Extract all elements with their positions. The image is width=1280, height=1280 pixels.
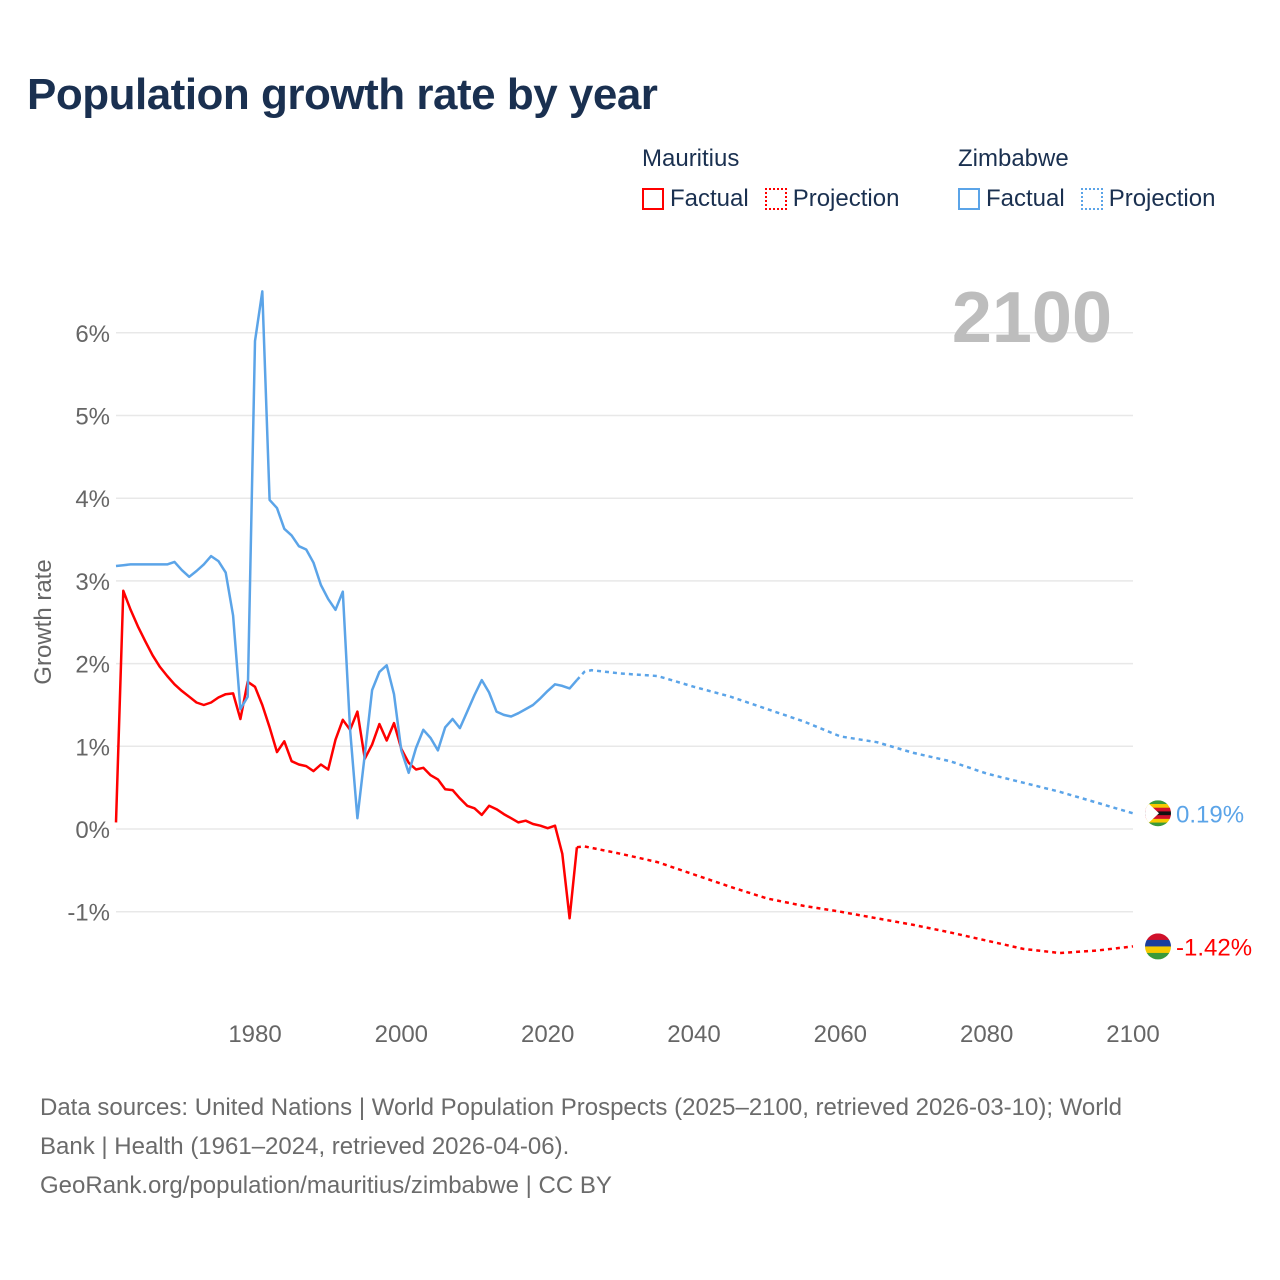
x-tick-label: 2020 xyxy=(521,1021,574,1048)
y-axis-label: Growth rate xyxy=(30,559,57,684)
zimbabwe-factual-line xyxy=(115,290,578,820)
x-tick-label: 2080 xyxy=(960,1021,1013,1048)
mauritius-factual-line xyxy=(114,589,579,920)
source-line: Data sources: United Nations | World Pop… xyxy=(40,1094,1122,1121)
x-tick-label: 2000 xyxy=(375,1021,428,1048)
y-tick-label: 6% xyxy=(75,321,110,348)
mauritius-end-label: -1.42% xyxy=(1176,934,1252,961)
dotted-swatch-icon xyxy=(764,188,787,210)
x-tick-label: 2040 xyxy=(667,1021,720,1048)
legend-label: Projection xyxy=(1108,185,1216,212)
legend-label: Factual xyxy=(986,185,1065,212)
y-tick-label: -1% xyxy=(67,900,110,927)
mauritius-flag-icon xyxy=(1145,933,1171,960)
legend-zimbabwe-projection[interactable]: Projection xyxy=(1080,185,1216,213)
y-tick-label: 0% xyxy=(75,817,110,844)
y-tick-label: 1% xyxy=(75,734,110,761)
legend-label: Factual xyxy=(670,185,749,212)
solid-swatch-icon xyxy=(958,188,980,210)
zimbabwe-end-label: 0.19% xyxy=(1176,801,1244,828)
legend-zimbabwe: Zimbabwe Factual Projection xyxy=(958,145,1215,213)
source-line: Bank | Health (1961–2024, retrieved 2026… xyxy=(40,1133,570,1160)
mauritius-projection-line xyxy=(576,845,1134,955)
zimbabwe-projection-line xyxy=(575,668,1134,815)
legend-country-name: Zimbabwe xyxy=(958,145,1069,172)
y-tick-label: 4% xyxy=(75,486,110,513)
x-tick-label: 2100 xyxy=(1106,1021,1159,1048)
legend-mauritius-projection[interactable]: Projection xyxy=(764,185,900,213)
year-watermark: 2100 xyxy=(952,278,1112,358)
legend-mauritius: Mauritius Factual Projection xyxy=(642,145,899,213)
y-tick-label: 3% xyxy=(75,569,110,596)
chart-title: Population growth rate by year xyxy=(27,70,658,119)
x-tick-label: 1980 xyxy=(228,1021,281,1048)
source-link[interactable]: GeoRank.org/population/mauritius/zimbabw… xyxy=(40,1172,612,1199)
dotted-swatch-icon xyxy=(1080,188,1103,210)
legend-mauritius-factual[interactable]: Factual xyxy=(642,185,749,213)
solid-swatch-icon xyxy=(642,188,664,210)
legend-label: Projection xyxy=(792,185,900,212)
source-note: Data sources: United Nations | World Pop… xyxy=(40,1088,1240,1205)
legend-country-name: Mauritius xyxy=(642,145,740,172)
y-tick-label: 5% xyxy=(75,404,110,431)
legend-zimbabwe-factual[interactable]: Factual xyxy=(958,185,1065,213)
x-tick-label: 2060 xyxy=(814,1021,867,1048)
y-tick-label: 2% xyxy=(75,652,110,679)
zimbabwe-flag-icon xyxy=(1145,800,1171,827)
